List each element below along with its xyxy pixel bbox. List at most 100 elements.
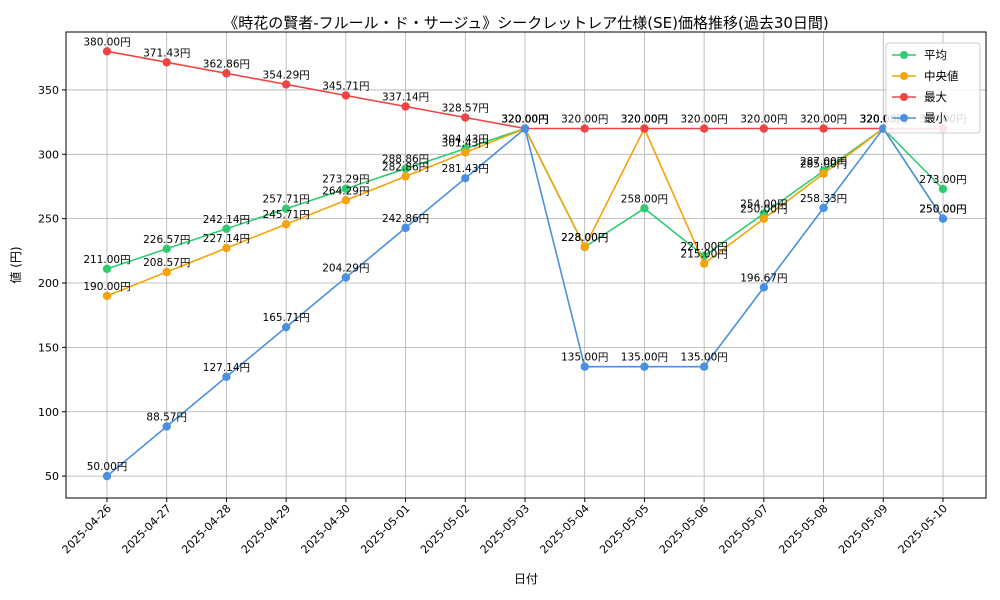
legend-swatch-marker — [900, 72, 908, 80]
data-point — [580, 242, 589, 252]
data-point — [281, 219, 291, 229]
data-point — [461, 113, 470, 122]
data-point — [938, 214, 948, 223]
data-point — [699, 362, 709, 371]
data-point — [102, 291, 112, 301]
data-label: 88.57円 — [146, 411, 187, 423]
data-point — [162, 58, 171, 67]
legend-entry: 最小 — [924, 111, 947, 125]
data-label: 320.00円 — [501, 114, 548, 126]
data-point — [879, 124, 888, 133]
data-label: 320.00円 — [501, 114, 548, 126]
data-label: 320.00円 — [561, 114, 608, 126]
data-label: 288.86円 — [382, 154, 429, 166]
data-label: 320.00円 — [501, 114, 548, 126]
data-point — [222, 372, 231, 382]
chart-title: 《時花の賢者-フルール・ド・サージュ》シークレットレア仕様(SE)価格推移(過去… — [223, 14, 829, 32]
data-point — [281, 80, 291, 89]
data-point — [580, 124, 589, 133]
data-point — [640, 124, 649, 133]
data-label: 301.43円 — [442, 137, 489, 149]
legend-box — [885, 42, 981, 134]
data-label: 250.00円 — [740, 204, 787, 216]
legend-swatch-marker — [900, 93, 908, 101]
data-label: 380.00円 — [83, 36, 130, 48]
data-point — [222, 69, 231, 78]
data-point — [341, 273, 351, 282]
data-point — [162, 244, 171, 254]
data-label: 337.14円 — [382, 91, 429, 103]
data-point — [819, 169, 828, 178]
data-label: 245.71円 — [263, 209, 310, 221]
data-label: 285.00円 — [800, 159, 847, 171]
data-label: 257.71円 — [263, 194, 310, 206]
data-label: 50.00円 — [87, 461, 128, 473]
x-axis-label: 日付 — [514, 572, 538, 586]
data-label: 196.67円 — [740, 272, 787, 284]
data-point — [401, 164, 410, 173]
data-label: 258.00円 — [621, 193, 668, 205]
data-point — [341, 91, 351, 100]
data-label: 362.86円 — [203, 58, 250, 70]
data-label: 250.00円 — [919, 204, 966, 216]
y-tick-label: 200 — [38, 277, 59, 290]
data-label: 204.29円 — [322, 262, 369, 274]
data-label: 227.14円 — [203, 233, 250, 245]
data-label: 258.33円 — [800, 193, 847, 205]
grid — [66, 32, 986, 498]
data-point — [699, 259, 709, 268]
series-lines — [102, 47, 948, 481]
data-label: 226.57円 — [143, 234, 190, 246]
y-tick-label: 150 — [38, 341, 59, 354]
data-point — [520, 124, 530, 133]
data-label: 135.00円 — [621, 352, 668, 364]
data-label: 328.57円 — [442, 103, 489, 115]
data-label: 320.00円 — [800, 114, 847, 126]
data-point — [102, 471, 112, 481]
data-label: 287.00円 — [800, 156, 847, 168]
data-point — [102, 264, 112, 274]
data-point — [162, 267, 171, 277]
data-label: 165.71円 — [263, 312, 310, 324]
data-label: 135.00円 — [561, 352, 608, 364]
data-label: 211.00円 — [83, 254, 130, 266]
data-label: 221.00円 — [681, 241, 728, 253]
y-tick-label: 50 — [45, 470, 59, 483]
data-label: 264.29円 — [322, 185, 369, 197]
data-point — [819, 124, 828, 133]
data-labels: 211.00円 226.57円 242.14円 257.71円 273.29円 288.8… — [83, 36, 966, 473]
data-label: 354.29円 — [263, 69, 310, 81]
data-point — [759, 214, 769, 223]
data-point — [461, 173, 470, 183]
y-tick-label: 350 — [38, 84, 59, 97]
data-label: 345.71円 — [322, 80, 369, 92]
data-point — [162, 422, 171, 431]
data-label: 250.00円 — [919, 204, 966, 216]
data-point — [759, 283, 769, 292]
data-point — [461, 148, 470, 157]
data-label: 242.14円 — [203, 214, 250, 226]
data-label: 254.00円 — [740, 199, 787, 211]
data-label: 273.00円 — [919, 174, 966, 186]
data-point — [580, 362, 589, 371]
y-tick-label: 250 — [38, 213, 59, 226]
data-label: 215.00円 — [681, 249, 728, 261]
data-label: 304.43円 — [442, 134, 489, 146]
data-point — [222, 243, 231, 253]
y-tick-label: 100 — [38, 406, 59, 419]
data-label: 320.00円 — [621, 114, 668, 126]
data-label: 127.14円 — [203, 362, 250, 374]
data-point — [819, 203, 828, 213]
data-label: 228.00円 — [561, 232, 608, 244]
data-label: 371.43円 — [143, 47, 190, 59]
data-label: 320.00円 — [740, 114, 787, 126]
data-label: 208.57円 — [143, 257, 190, 269]
y-tick-label: 300 — [38, 148, 59, 161]
plot-frame — [65, 31, 987, 499]
legend-entry: 中央値 — [924, 69, 959, 83]
data-point — [640, 362, 649, 371]
data-point — [401, 172, 410, 181]
